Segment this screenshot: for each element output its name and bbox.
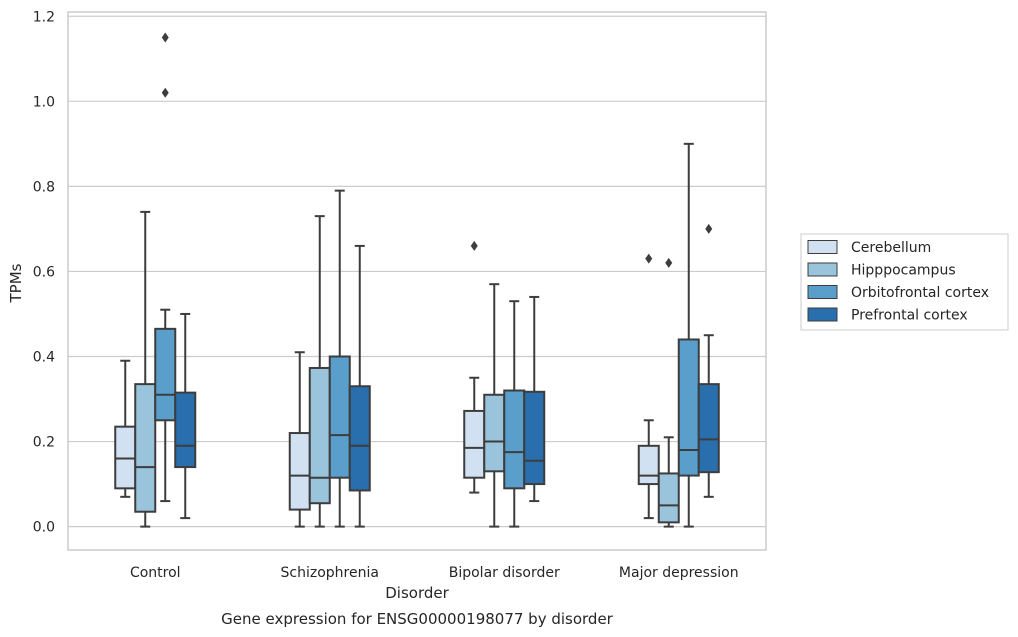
y-tick-label-6: 1.2 — [33, 9, 55, 25]
box-3-0 — [174, 312, 197, 520]
x-tick-labels: Control Schizophrenia Bipolar disorder Majo… — [130, 565, 739, 581]
box-body — [308, 366, 331, 505]
box-3-2 — [523, 295, 546, 503]
x-tick-label-0: Control — [130, 565, 181, 581]
y-tick-label-1: 0.2 — [33, 435, 55, 451]
box-1-0 — [134, 210, 157, 528]
legend-swatch-1 — [807, 262, 838, 277]
y-tick-label-5: 1.0 — [33, 94, 55, 110]
box-1-2 — [483, 283, 506, 528]
plot-area — [67, 11, 767, 551]
box-body — [483, 393, 506, 473]
legend: Cerebellum Hipppocampus Orbitofrontal cort… — [800, 233, 1009, 331]
box-body — [134, 383, 157, 513]
y-tick-label-2: 0.4 — [33, 349, 55, 365]
y-axis-label: TPMs — [7, 263, 25, 303]
legend-label-0: Cerebellum — [851, 240, 931, 256]
legend-label-2: Orbitofrontal cortex — [851, 285, 989, 301]
box-3-1 — [348, 244, 371, 528]
box-body — [637, 444, 660, 486]
box-body — [348, 385, 371, 492]
y-tick-labels: 0.0 0.2 0.4 0.6 0.8 1.0 1.2 — [33, 9, 55, 535]
box-body — [657, 472, 680, 524]
legend-label-1: Hipppocampus — [851, 263, 956, 279]
y-tick-label-3: 0.6 — [33, 264, 55, 280]
outlier-0 — [705, 223, 713, 234]
box-2-0 — [154, 32, 177, 503]
box-body — [154, 327, 177, 422]
box-body — [288, 432, 311, 511]
y-tick-label-4: 0.8 — [33, 179, 55, 195]
boxes — [114, 32, 720, 528]
outlier-0 — [665, 257, 673, 268]
outlier-0 — [161, 87, 169, 98]
box-3-3 — [697, 223, 720, 498]
box-body — [114, 425, 137, 490]
outlier-0 — [470, 240, 478, 251]
outlier-1 — [161, 32, 169, 43]
legend-swatch-3 — [807, 307, 838, 322]
box-body — [697, 383, 720, 474]
box-1-3 — [657, 257, 680, 528]
legend-swatch-0 — [807, 240, 838, 254]
box-body — [328, 355, 351, 479]
box-0-3 — [637, 253, 660, 520]
box-body — [174, 391, 197, 469]
legend-swatch-2 — [807, 285, 838, 299]
y-tick-label-0: 0.0 — [33, 520, 55, 536]
box-body — [463, 409, 486, 479]
box-body — [677, 338, 700, 477]
x-axis-label: Disorder — [385, 584, 449, 602]
legend-label-3: Prefrontal cortex — [851, 308, 968, 324]
x-tick-label-1: Schizophrenia — [281, 565, 379, 581]
box-0-2 — [463, 240, 486, 494]
x-tick-label-2: Bipolar disorder — [449, 565, 560, 581]
box-body — [523, 390, 546, 486]
x-tick-label-3: Major depression — [619, 565, 739, 581]
chart-caption: Gene expression for ENSG00000198077 by d… — [221, 610, 614, 628]
box-body — [503, 389, 526, 490]
outlier-0 — [645, 253, 653, 264]
